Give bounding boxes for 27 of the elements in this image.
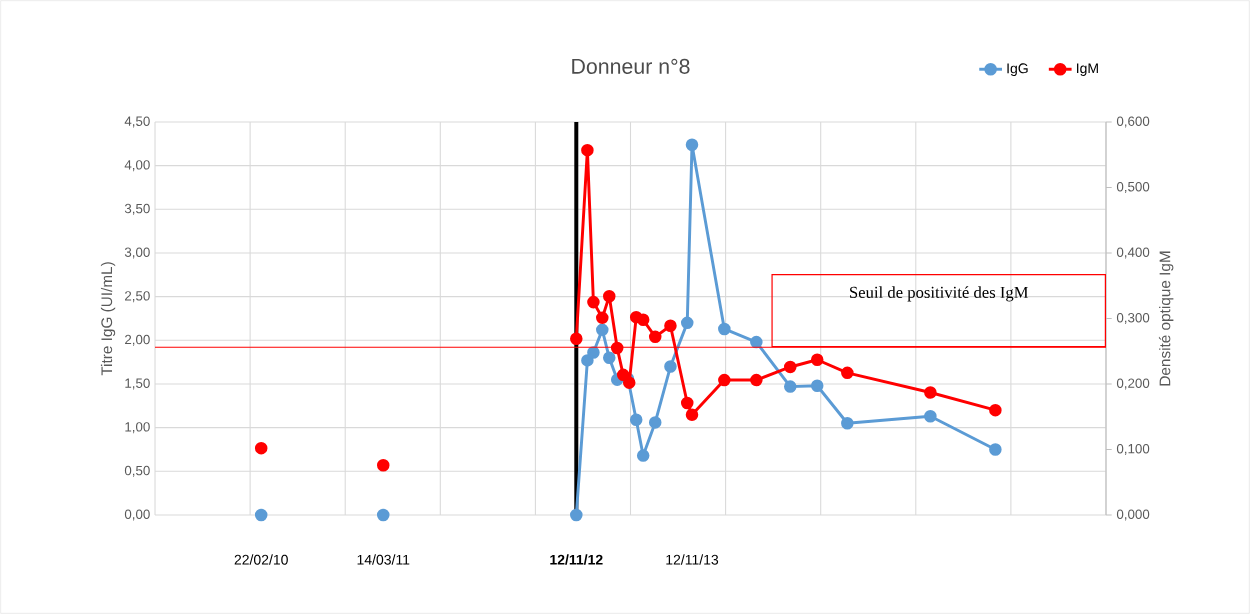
y-axis-title: Titre IgG (UI/mL) [100, 262, 116, 376]
legend-label: IgM [1077, 63, 1098, 76]
y-tick-label: 2,00 [125, 334, 150, 346]
y-tick-label: 0,00 [124, 509, 150, 521]
x-tick-label: 12/11/13 [666, 554, 719, 565]
y-tick-label: 0,50 [124, 465, 150, 477]
y-tick-label: 4,00 [124, 160, 150, 172]
legend-label: IgG [1007, 63, 1028, 77]
y2-tick-label: 0,500 [1116, 181, 1150, 194]
y2-tick-label: 0,200 [1116, 378, 1150, 390]
x-tick-label: 14/03/11 [357, 554, 410, 565]
x-tick-label: 12/11/12 [550, 554, 603, 565]
y-tick-label: 1,50 [125, 378, 150, 390]
y-tick-label: 1,00 [125, 422, 150, 434]
y2-axis-title: Densité optique IgM [1158, 251, 1174, 386]
y2-tick-label: 0,400 [1116, 247, 1150, 259]
y-tick-label: 2,50 [125, 291, 150, 303]
x-tick-label: 22/02/10 [234, 554, 288, 565]
y-tick-label: 4,50 [124, 116, 150, 128]
chart-title: Donneur n°8 [572, 58, 690, 74]
y2-tick-label: 0,300 [1116, 312, 1150, 325]
y2-tick-label: 0,100 [1116, 443, 1150, 455]
ref-line-label: Seuil de positivité des IgM [850, 286, 1029, 302]
y-tick-label: 3,50 [124, 203, 150, 215]
y2-tick-label: 0,600 [1116, 116, 1150, 128]
y2-tick-label: 0,000 [1116, 509, 1150, 521]
y-tick-label: 3,00 [124, 247, 150, 259]
